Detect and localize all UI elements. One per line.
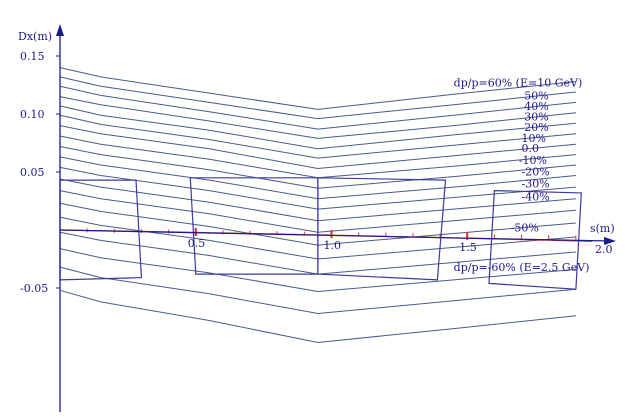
curve-label: -50% xyxy=(511,222,539,235)
x-axis-line xyxy=(59,229,611,242)
magnet-outline-2 xyxy=(317,177,447,281)
tick-labels: 0.5 1.0 1.5 2.0 0.15 0.10 0.05 -0.05 xyxy=(20,50,613,295)
dispersion-curve-16 xyxy=(59,248,576,293)
curve-label: dp/p=60% (E=10 GeV) xyxy=(454,77,583,90)
curve-label: -20% xyxy=(522,165,550,178)
curve-label: -40% xyxy=(522,190,550,203)
y-axis-label: Dx(m) xyxy=(18,30,52,43)
y-tick-label: 0.10 xyxy=(20,108,45,121)
y-tick-label: -0.05 xyxy=(20,282,48,295)
dispersion-curve-17 xyxy=(59,266,576,315)
dispersion-curve-3 xyxy=(59,96,576,139)
curve-label: 40% xyxy=(524,100,548,113)
axes: Dx(m) s(m) xyxy=(18,24,616,412)
dispersion-curve-2 xyxy=(59,85,576,130)
curve-label: -10% xyxy=(519,154,547,167)
dispersion-curve-18 xyxy=(59,289,576,344)
dispersion-curve-9 xyxy=(59,156,576,200)
curve-label: 30% xyxy=(524,110,548,123)
magnet-outline-3 xyxy=(488,189,582,290)
curve-label: 20% xyxy=(524,121,548,134)
x-axis-arrow xyxy=(604,237,616,245)
dispersion-curve-4 xyxy=(59,105,576,150)
curve-label: 10% xyxy=(522,132,546,145)
dispersion-curve-14 xyxy=(59,216,576,260)
curve-labels: dp/p=60% (E=10 GeV)50%40%30%20%10%0.0-10… xyxy=(454,77,590,274)
dispersion-curve-0 xyxy=(59,67,576,110)
magnet-outline-1 xyxy=(189,177,319,275)
curve-label: 0.0 xyxy=(522,142,540,155)
x-tick-label: 0.5 xyxy=(188,237,206,250)
dispersion-curve-7 xyxy=(59,135,576,179)
dispersion-curve-1 xyxy=(59,76,576,120)
y-tick-label: 0.05 xyxy=(20,166,45,179)
curve-label: 50% xyxy=(524,89,548,102)
x-axis-label: s(m) xyxy=(590,222,615,235)
curve-label: -30% xyxy=(522,178,550,191)
dispersion-curve-13 xyxy=(59,202,576,246)
x-tick-label: 1.0 xyxy=(324,239,342,252)
curve-label: dp/p=-60% (E=2.5 GeV) xyxy=(454,261,590,274)
dispersion-curve-6 xyxy=(59,125,576,170)
dispersion-curve-10 xyxy=(59,166,576,210)
y-tick-label: 0.15 xyxy=(20,50,45,63)
x-tick-label: 2.0 xyxy=(595,243,613,256)
dispersion-curve-5 xyxy=(59,114,576,159)
dispersion-curve-15 xyxy=(59,231,576,275)
dispersion-curves xyxy=(59,67,576,344)
y-axis-arrow xyxy=(56,24,64,36)
x-tick-label: 1.5 xyxy=(459,241,477,254)
dispersion-curve-11 xyxy=(59,178,576,222)
dispersion-curve-8 xyxy=(59,146,576,189)
dispersion-curve-12 xyxy=(59,190,576,233)
